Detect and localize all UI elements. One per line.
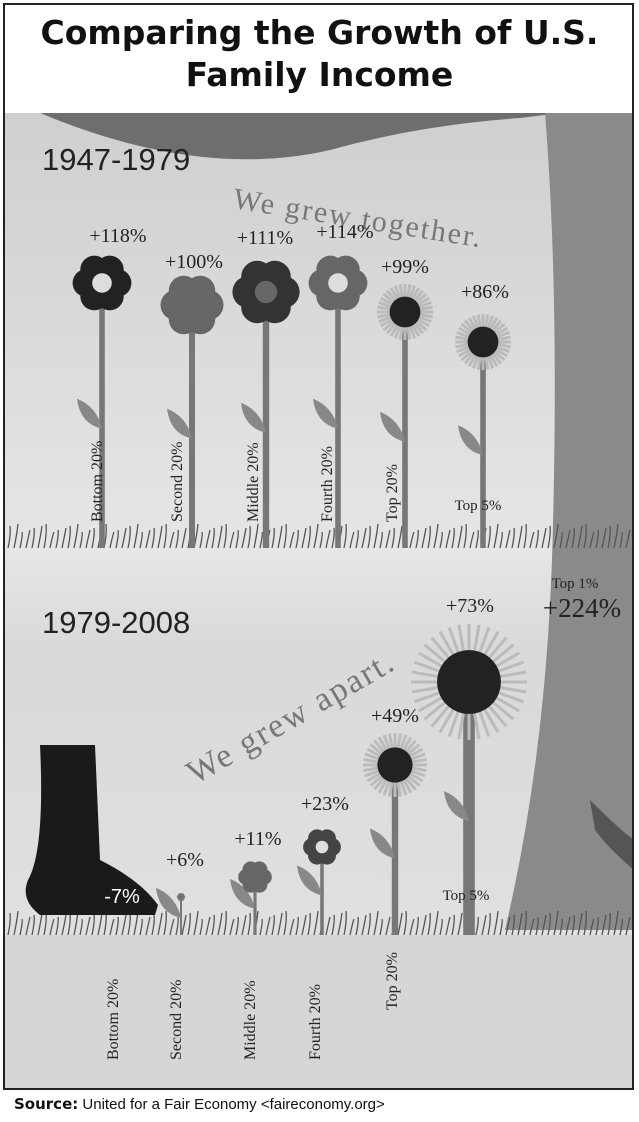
source: Source: United for a Fair Economy <faire…: [14, 1095, 385, 1113]
title: Comparing the Growth of U.S. Family Inco…: [40, 13, 599, 94]
change-label: +224%: [543, 593, 621, 623]
group-label: Fourth 20%: [319, 446, 336, 522]
leaf: [297, 865, 322, 896]
grass-blades: [7, 523, 631, 549]
change-label: +118%: [89, 225, 146, 247]
change-label: -7%: [104, 886, 140, 908]
grass-blades: [7, 910, 631, 936]
change-label: +11%: [234, 828, 281, 850]
change-label: +99%: [381, 256, 429, 278]
flower-center: [437, 650, 501, 714]
leaf: [241, 402, 266, 433]
group-label: Top 20%: [384, 464, 401, 522]
tree-trunk: [505, 113, 634, 930]
group-label: Middle 20%: [245, 442, 262, 522]
period: 1947-1979: [42, 142, 190, 177]
leaf: [230, 878, 255, 909]
group-label: Bottom 20%: [89, 441, 106, 522]
flower-center: [315, 840, 329, 854]
frame: [3, 3, 634, 1090]
flower-center: [254, 280, 278, 304]
change-label: +114%: [316, 221, 373, 243]
leaf: [380, 411, 405, 442]
grass: [7, 523, 631, 549]
flower-center: [467, 326, 499, 358]
leaf: [458, 425, 483, 456]
change-label: +111%: [237, 227, 293, 249]
group-label: Second 20%: [168, 980, 185, 1060]
flower-center: [249, 871, 261, 883]
group-label: Top 1%: [552, 576, 599, 592]
leaf: [156, 887, 181, 918]
change-label: +86%: [461, 281, 509, 303]
change-label: +6%: [166, 849, 204, 871]
leaf: [167, 408, 192, 439]
boot: [25, 745, 159, 915]
ground: [5, 935, 634, 1088]
source-text: United for a Fair Economy <faireconomy.o…: [82, 1096, 385, 1113]
period: 1979-2008: [42, 605, 190, 640]
group-label: Top 5%: [455, 498, 502, 514]
leaf: [370, 828, 395, 859]
leaf: [444, 791, 469, 822]
group-label: Second 20%: [169, 442, 186, 522]
flower-center: [389, 296, 421, 328]
tree-canopy: [40, 113, 560, 160]
grass: [7, 910, 631, 936]
leaf: [313, 398, 338, 429]
group-label: Middle 20%: [242, 980, 259, 1060]
group-label: Top 5%: [443, 888, 490, 904]
group-label: Fourth 20%: [307, 984, 324, 1060]
source-label: Source:: [14, 1095, 79, 1113]
group-label: Bottom 20%: [105, 979, 122, 1060]
leaf: [77, 398, 102, 429]
change-label: +49%: [371, 705, 419, 727]
flower-center: [92, 273, 112, 293]
change-label: +100%: [165, 251, 223, 273]
change-label: +23%: [301, 793, 349, 815]
group-label: Top 20%: [384, 952, 401, 1010]
flower-center: [181, 294, 203, 316]
flower-center: [179, 895, 183, 899]
change-label: +73%: [446, 595, 494, 617]
tree-branch: [590, 800, 634, 870]
flower-center: [328, 273, 348, 293]
flower-center: [377, 747, 413, 783]
